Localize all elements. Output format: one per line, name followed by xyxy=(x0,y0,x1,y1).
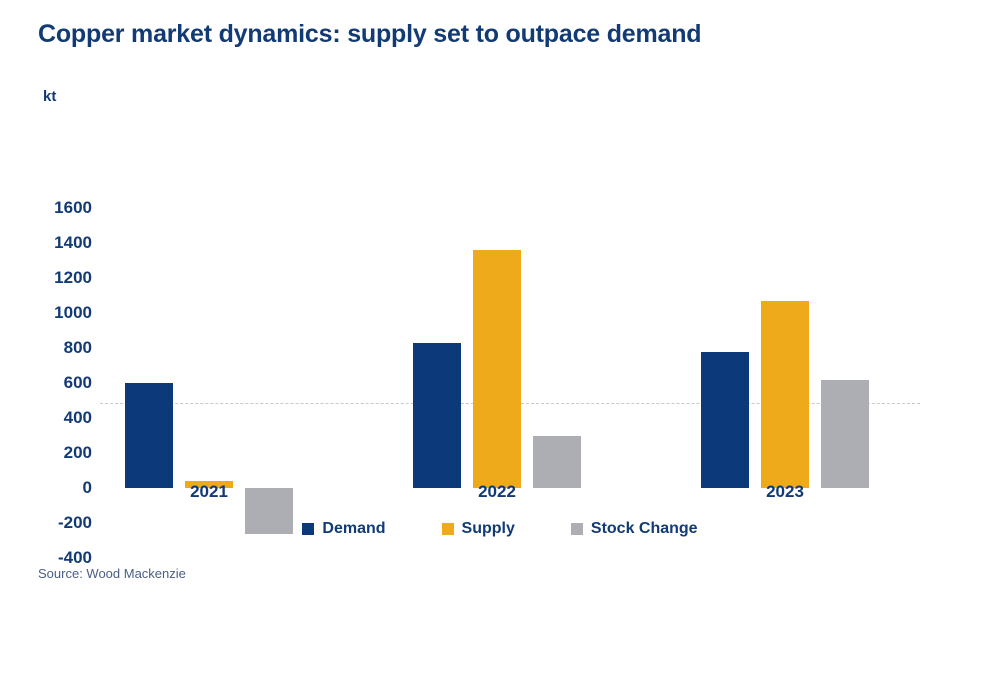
bar-supply-2021[interactable] xyxy=(185,481,233,488)
y-axis-tick: 1600 xyxy=(54,198,92,217)
legend-label: Demand xyxy=(322,520,386,537)
y-axis-tick: -200 xyxy=(57,513,92,532)
bar-series-layer xyxy=(0,85,1000,685)
bar-demand-2022[interactable] xyxy=(413,342,461,488)
x-axis-category-2023: 2023 xyxy=(766,482,804,501)
plot-area: 1600 1400 1200 1000 800 600 400 200 0 -200 -400 xyxy=(0,85,1000,567)
legend-item-demand[interactable]: Demand xyxy=(302,520,386,538)
y-axis-tick: 600 xyxy=(63,373,92,392)
y-axis-tick: 200 xyxy=(63,443,92,462)
legend-swatch-icon xyxy=(302,523,315,535)
x-axis-category-2022: 2022 xyxy=(478,482,516,501)
x-axis-category-2021: 2021 xyxy=(190,482,228,501)
bar-stock-change-2022[interactable] xyxy=(533,435,581,488)
bar-demand-2021[interactable] xyxy=(125,383,173,488)
page-title: Copper market dynamics: supply set to ou… xyxy=(38,20,702,48)
bar-supply-2022[interactable] xyxy=(473,250,521,488)
bar-supply-2023[interactable] xyxy=(761,300,809,488)
y-axis-tick-labels: 1600 1400 1200 1000 800 600 400 200 0 -200 -400 xyxy=(30,170,92,570)
y-axis-tick: 0 xyxy=(82,478,92,497)
y-axis-tick: 1400 xyxy=(54,233,92,252)
y-axis-tick: 1200 xyxy=(54,268,92,287)
chart-legend: Demand Supply Stock Change xyxy=(0,520,1000,538)
legend-item-stock-change[interactable]: Stock Change xyxy=(570,520,698,538)
legend-swatch-icon xyxy=(441,523,454,535)
y-axis-tick: 400 xyxy=(63,408,92,427)
legend-swatch-icon xyxy=(570,523,583,535)
y-axis-tick: -400 xyxy=(57,548,92,567)
legend-label: Supply xyxy=(461,520,515,537)
bar-stock-change-2023[interactable] xyxy=(821,379,869,488)
legend-item-supply[interactable]: Supply xyxy=(441,520,515,538)
y-axis-tick: 800 xyxy=(63,338,92,357)
bar-demand-2023[interactable] xyxy=(701,352,749,488)
bar-stock-change-2021[interactable] xyxy=(245,488,293,534)
y-axis-unit-label: kt xyxy=(43,88,57,105)
source-note: Source: Wood Mackenzie xyxy=(38,566,186,581)
y-axis-tick: 1000 xyxy=(54,303,92,322)
legend-label: Stock Change xyxy=(590,520,698,537)
